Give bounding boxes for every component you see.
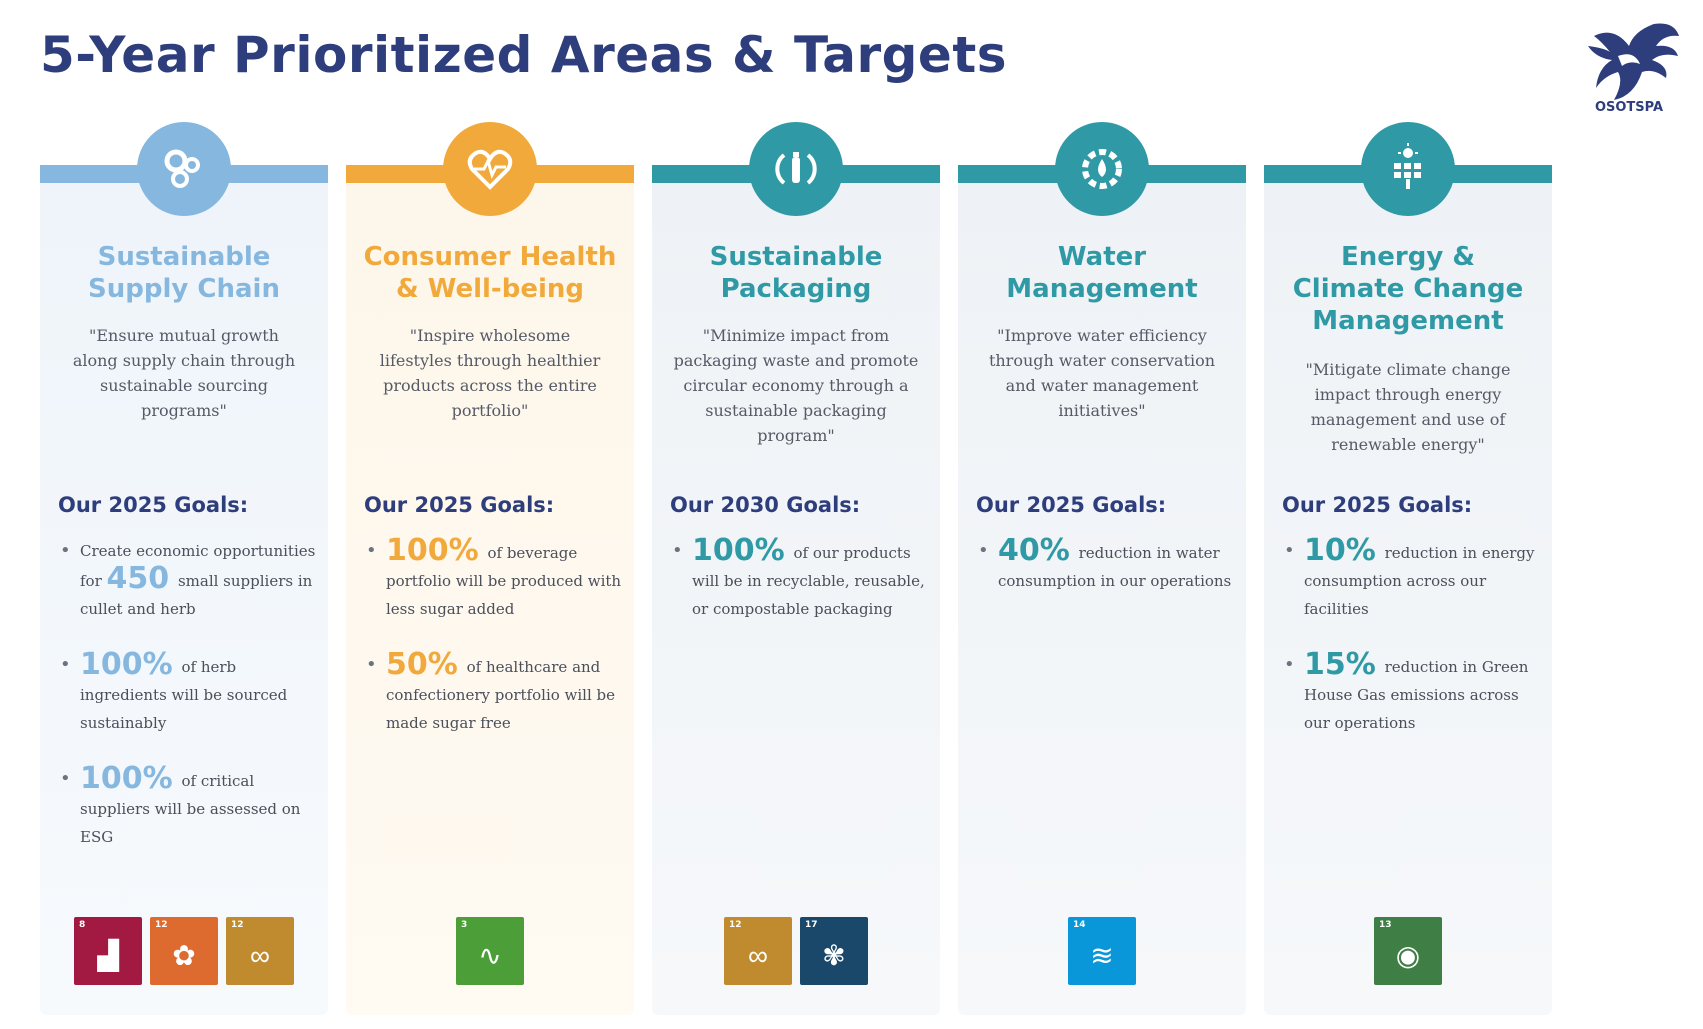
goals-heading: Our 2025 Goals: [1282,493,1473,517]
area-heading: Consumer Health & Well-being [363,242,617,304]
solar-panel-icon [1361,122,1455,216]
area-heading: Energy & Climate Change Management [1292,242,1524,336]
area-energy-climate: Energy & Climate Change Management "Miti… [1264,122,1552,1015]
sdg-badge: 17 ✾ [800,917,868,985]
goals-list: • 40% reduction in water consumption in … [972,533,1236,623]
goal-item: • 100% of herb ingredients will be sourc… [60,647,288,733]
heart-icon [443,122,537,216]
fish-icon: ≋ [1090,940,1114,971]
area-consumer-health: Consumer Health & Well-being "Inspire wh… [346,122,634,1015]
goal-value: 450 [106,561,170,596]
goals-list: • 100% of beverage portfolio will be pro… [360,533,624,765]
goal-item: • Create economic opportunities for 450 … [60,540,316,618]
sdg-badges: 3 ∿ [346,917,634,985]
goal-value: 40% [998,533,1070,568]
goals-list: • 100% of our products will be in recycl… [666,533,930,651]
sdg-badges: 13 ◉ [1264,917,1552,985]
infinity-icon: ∞ [250,940,270,971]
area-sustainable-packaging: Sustainable Packaging "Minimize impact f… [652,122,940,1015]
goals-heading: Our 2025 Goals: [976,493,1167,517]
sdg-badge: 12 ∞ [724,917,792,985]
heartbeat-icon: ∿ [478,940,502,971]
osotspa-logo-icon [1588,23,1679,100]
area-water-management: Water Management "Improve water efficien… [958,122,1246,1015]
goals-list: • Create economic opportunities for 450 … [54,537,318,879]
area-quote: "Ensure mutual growth along supply chain… [72,326,296,420]
area-quote: "Mitigate climate change impact through … [1305,360,1511,454]
growth-chart-icon: ▟ [97,940,119,971]
goal-value: 100% [80,647,173,682]
sdg-badge: 14 ≋ [1068,917,1136,985]
sdg-badge: 8 ▟ [74,917,142,985]
partnership-icon: ✾ [822,940,846,971]
sdg-badge: 12 ∞ [226,917,294,985]
goal-value: 10% [1304,533,1376,568]
sdg-badge: 3 ∿ [456,917,524,985]
logo-text: OSOTSPA [1594,100,1664,115]
sdg-badges: 12 ∞ 17 ✾ [652,917,940,985]
goals-heading: Our 2025 Goals: [58,493,249,517]
goal-value: 100% [80,761,173,796]
goal-item: • 40% reduction in water consumption in … [978,533,1232,591]
eye-globe-icon: ◉ [1395,940,1421,971]
area-sustainable-supply-chain: Sustainable Supply Chain "Ensure mutual … [40,122,328,1015]
area-quote: "Minimize impact from packaging waste an… [673,326,919,445]
area-quote: "Improve water efficiency through water … [988,326,1216,420]
goal-item: • 100% of critical suppliers will be ass… [60,761,301,847]
area-heading: Water Management [1006,242,1198,304]
recycle-bottle-icon [749,122,843,216]
area-heading: Sustainable Packaging [709,242,883,304]
page-title: 5-Year Prioritized Areas & Targets [40,26,1007,84]
goals-heading: Our 2030 Goals: [670,493,861,517]
sdg-badge: 12 ✿ [150,917,218,985]
goal-item: • 50% of healthcare and confectionery po… [366,647,616,733]
goal-item: • 10% reduction in energy consumption ac… [1284,533,1535,619]
goal-value: 100% [692,533,785,568]
goal-item: • 100% of beverage portfolio will be pro… [366,533,622,619]
goal-item: • 100% of our products will be in recycl… [672,533,925,619]
gears-icon [137,122,231,216]
goal-value: 100% [386,533,479,568]
goals-heading: Our 2025 Goals: [364,493,555,517]
sdg-badge: 13 ◉ [1374,917,1442,985]
goal-value: 50% [386,647,458,682]
water-drop-icon [1055,122,1149,216]
goal-item: • 15% reduction in Green House Gas emiss… [1284,647,1529,733]
goals-list: • 10% reduction in energy consumption ac… [1278,533,1542,765]
area-heading: Sustainable Supply Chain [88,242,280,304]
sdg-badges: 8 ▟ 12 ✿ 12 ∞ [40,917,328,985]
infinity-icon: ✿ [172,940,196,971]
sdg-badges: 14 ≋ [958,917,1246,985]
area-quote: "Inspire wholesome lifestyles through he… [379,326,601,420]
goal-value: 15% [1304,647,1376,682]
infinity-icon: ∞ [748,940,768,971]
